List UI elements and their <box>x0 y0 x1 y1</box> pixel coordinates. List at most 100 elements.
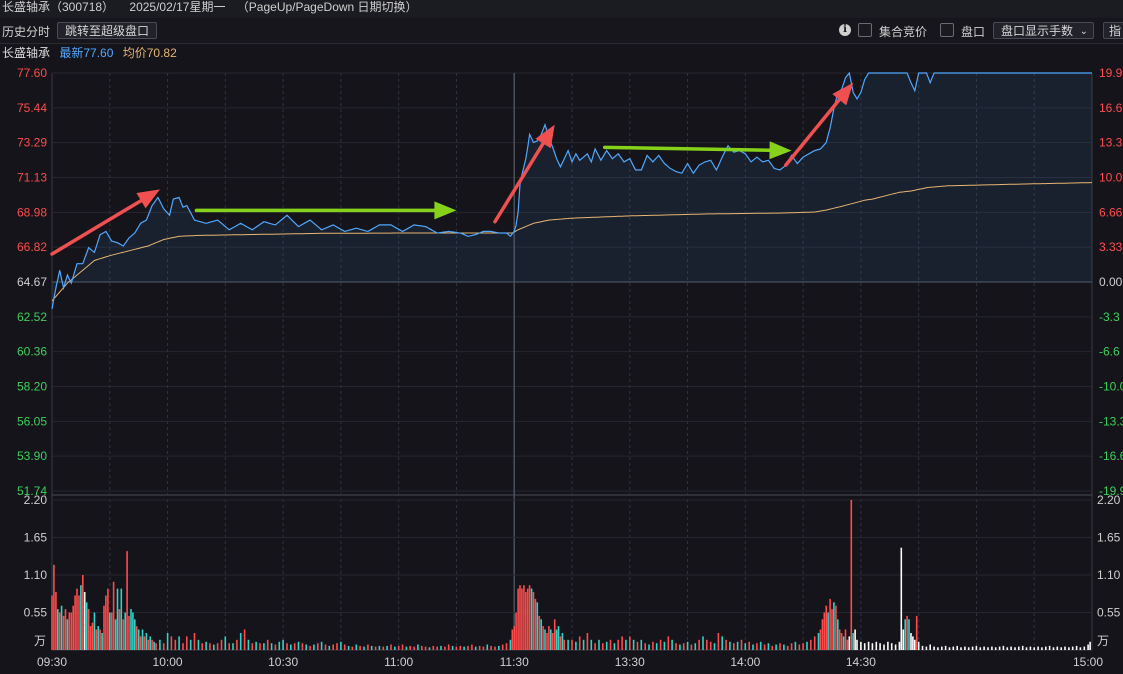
volume-bar <box>833 602 835 650</box>
red-up-arrow <box>50 189 160 256</box>
volume-bar <box>147 639 150 650</box>
volume-bar <box>852 633 854 650</box>
volume-bar <box>85 602 88 650</box>
volume-bar <box>555 629 558 650</box>
volume-bar <box>220 639 223 650</box>
volume-bar <box>721 636 723 650</box>
title-bar: 长盛轴承（300718） 2025/02/17星期一 （PageUp/PageD… <box>0 0 1123 18</box>
time-tick-label: 15:00 <box>1073 655 1103 669</box>
volume-bar <box>209 643 211 650</box>
green-flat-arrow <box>194 201 457 220</box>
arrow-head <box>769 141 792 160</box>
annotation-arrows <box>50 82 854 256</box>
volume-bar <box>132 612 134 650</box>
volume-bar <box>274 644 277 650</box>
arrow-head <box>136 189 160 209</box>
volume-bar <box>902 629 905 650</box>
volume-bar <box>702 636 704 650</box>
volume-bar <box>1087 644 1089 650</box>
volume-tick-label: 1.10 <box>24 568 48 582</box>
volume-bar <box>848 636 851 650</box>
volume-bar <box>478 645 481 650</box>
indicator-button[interactable]: 指 <box>1103 22 1123 39</box>
volume-bar <box>498 645 500 650</box>
volume-bar <box>367 644 369 650</box>
volume-bar <box>236 639 238 650</box>
volume-bar <box>1056 646 1059 650</box>
volume-bar <box>463 646 465 650</box>
volume-bar <box>1045 646 1047 650</box>
volume-bar <box>355 644 358 650</box>
volume-bar <box>850 500 853 650</box>
volume-bar <box>228 643 230 650</box>
time-tick-label: 14:30 <box>846 655 876 669</box>
volume-bar <box>994 647 997 650</box>
arrow-shaft <box>50 198 143 256</box>
volume-bar <box>534 598 537 650</box>
date-weekday: 2025/02/17星期一 <box>129 0 226 14</box>
volume-bar <box>134 619 136 650</box>
price-tick-label: 71.13 <box>17 171 47 185</box>
volume-bar <box>1089 641 1091 650</box>
volume-bar <box>1033 647 1035 650</box>
volume-bar <box>557 626 560 650</box>
info-icon[interactable]: i <box>839 24 851 36</box>
volume-bar <box>871 643 874 650</box>
jump-super-panel-button[interactable]: 跳转至超级盘口 <box>57 22 158 39</box>
volume-bar <box>513 626 515 650</box>
volume-bar <box>725 639 727 650</box>
pct-tick-label: -16.6 <box>1099 449 1123 463</box>
volume-bar <box>118 609 121 650</box>
volume-bar <box>713 643 716 650</box>
volume-bar <box>87 609 90 650</box>
volume-bar <box>60 605 63 650</box>
volume-bar <box>775 644 777 650</box>
volume-bar <box>490 645 492 650</box>
volume-bar <box>740 639 743 650</box>
volume-bar <box>51 595 53 650</box>
volume-bar <box>436 646 438 650</box>
volume-bar <box>89 626 92 650</box>
volume-bar <box>632 639 635 650</box>
volume-bar <box>305 644 307 650</box>
pct-tick-label: 10.0 <box>1099 171 1123 185</box>
time-tick-label: 14:00 <box>730 655 760 669</box>
volume-bar <box>1068 647 1070 650</box>
volume-bar <box>213 644 215 650</box>
volume-bar <box>153 641 155 650</box>
volume-bar <box>255 641 257 650</box>
volume-bar <box>511 629 514 650</box>
volume-bar <box>736 641 739 650</box>
volume-bar <box>155 643 157 650</box>
volume-bar <box>99 629 101 650</box>
volume-bar <box>421 645 423 650</box>
volume-bar <box>550 629 552 650</box>
volume-bar <box>80 585 82 650</box>
volume-bar <box>875 641 878 650</box>
auction-checkbox[interactable] <box>858 23 872 37</box>
volume-bar <box>297 641 300 650</box>
stock-name-code: 长盛轴承（300718） <box>2 0 115 14</box>
volume-bar <box>128 615 130 650</box>
volume-tick-label-right: 2.20 <box>1097 493 1121 507</box>
volume-bar <box>482 646 485 650</box>
volume-bar <box>145 633 148 650</box>
volume-bar <box>829 598 831 650</box>
volume-bar <box>952 646 955 650</box>
panel-checkbox[interactable] <box>940 23 954 37</box>
arrow-shaft <box>784 97 842 167</box>
price-tick-label: 62.52 <box>17 310 47 324</box>
panel-display-dropdown[interactable]: 盘口显示手数 ⌄ <box>993 22 1094 39</box>
volume-bar <box>655 643 658 650</box>
pct-tick-label: 6.66 <box>1099 205 1123 219</box>
volume-bar <box>474 646 477 650</box>
volume-bar <box>201 643 203 650</box>
volume-bar <box>159 639 161 650</box>
volume-bar <box>840 633 843 650</box>
volume-bar <box>763 644 766 650</box>
volume-bar <box>582 639 585 650</box>
volume-bar <box>898 641 901 650</box>
volume-bar <box>397 645 400 650</box>
volume-bar <box>613 643 616 650</box>
